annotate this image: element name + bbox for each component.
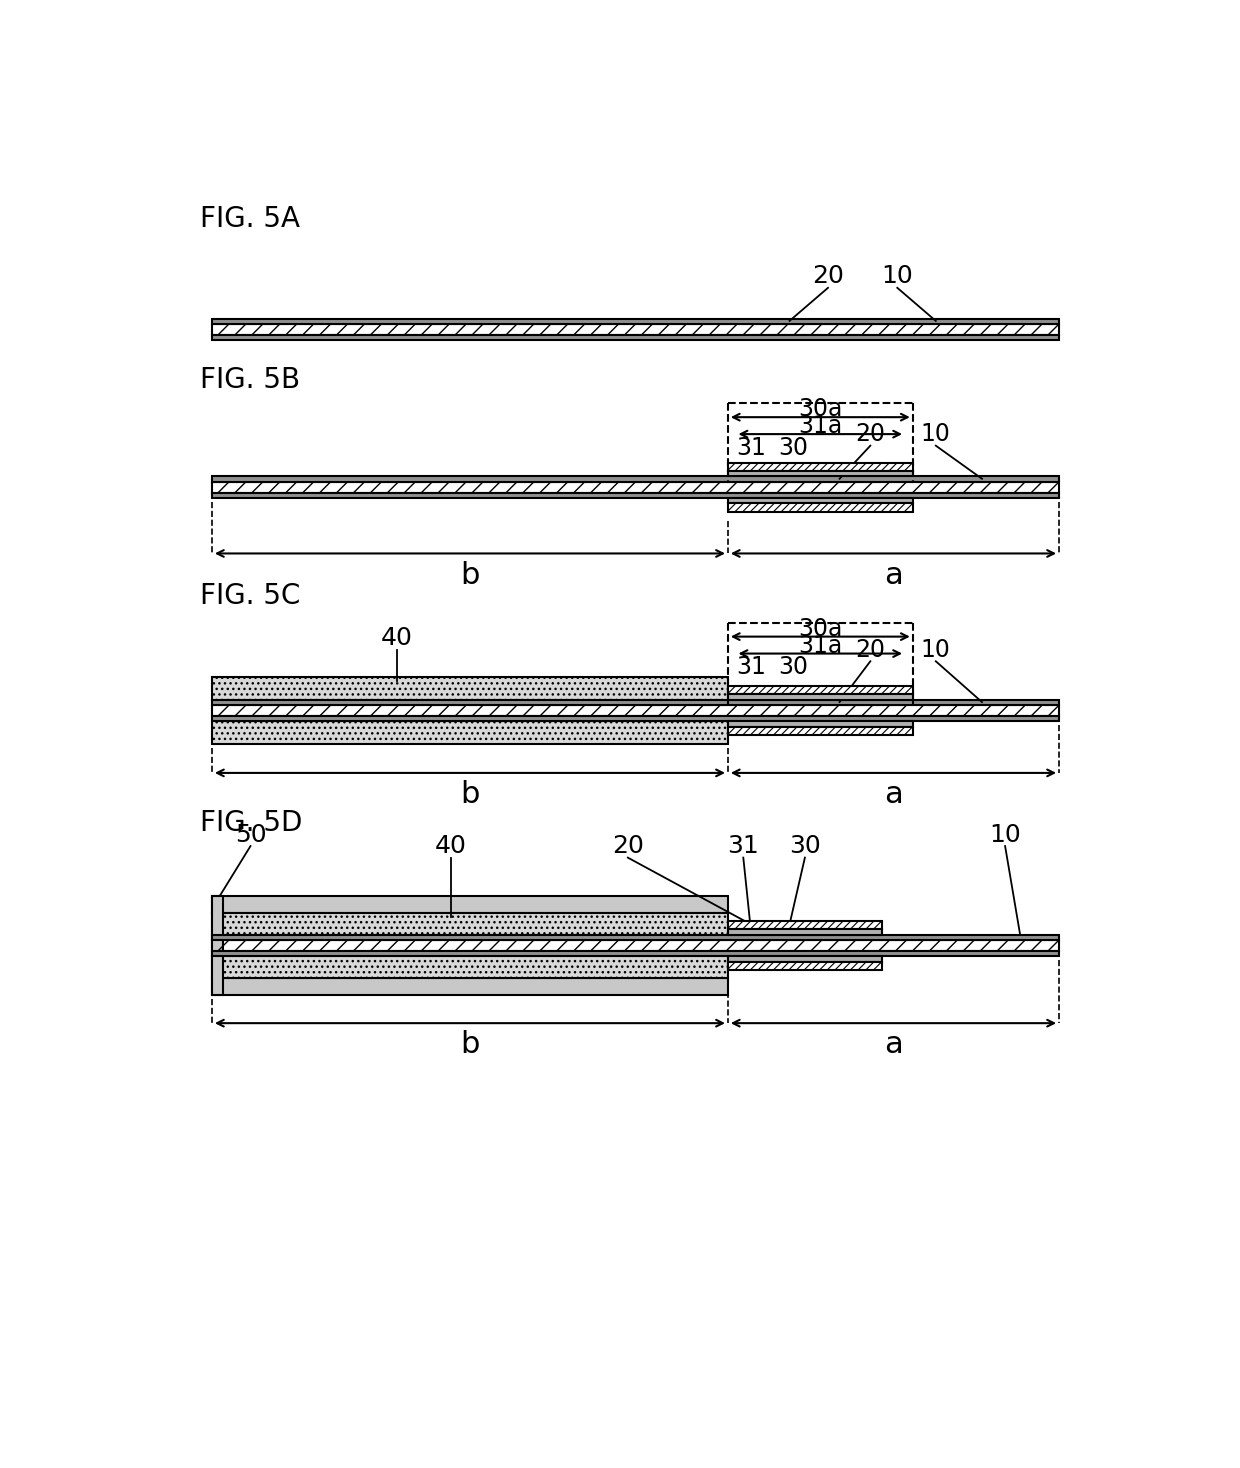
Text: 30a: 30a [799,398,842,421]
Bar [212,493,1059,498]
Bar [728,920,882,929]
Bar [728,471,913,477]
Text: b: b [460,561,480,590]
Bar [212,895,223,995]
Text: 31: 31 [728,834,759,859]
Bar [728,929,882,935]
Bar [212,700,1059,705]
Bar [212,335,1059,341]
Text: FIG. 5B: FIG. 5B [201,366,300,395]
Text: 30: 30 [779,436,808,459]
Bar [728,962,882,970]
Text: 31a: 31a [799,414,842,439]
Text: 10: 10 [921,423,951,446]
Text: b: b [460,780,480,809]
Text: 10: 10 [990,822,1021,847]
Text: 30: 30 [779,655,808,680]
Bar [212,721,728,744]
Text: 40: 40 [381,627,413,650]
Text: a: a [884,1031,903,1060]
Bar [212,895,728,913]
Text: FIG. 5A: FIG. 5A [201,204,300,232]
Bar [212,951,1059,956]
Bar [728,504,913,512]
Bar [728,686,913,694]
Bar [212,705,1059,716]
Bar [212,482,1059,493]
Bar [212,913,728,935]
Bar [728,956,882,962]
Bar [728,721,913,727]
Text: 30a: 30a [799,617,842,642]
Bar [212,935,1059,940]
Bar [212,956,728,978]
Bar [212,716,1059,721]
Text: FIG. 5C: FIG. 5C [201,581,301,609]
Text: 31: 31 [737,655,766,680]
Bar [212,978,728,995]
Bar [212,477,1059,482]
Bar [212,677,728,700]
Text: 40: 40 [435,834,466,859]
Text: a: a [884,780,903,809]
Bar [212,324,1059,335]
Bar [728,498,913,504]
Text: FIG. 5D: FIG. 5D [201,809,303,837]
Text: 31a: 31a [799,634,842,658]
Text: 20: 20 [611,834,644,859]
Text: b: b [460,1031,480,1060]
Text: a: a [884,561,903,590]
Bar [728,462,913,471]
Text: 20: 20 [856,423,885,446]
Bar [728,727,913,735]
Text: 10: 10 [921,637,951,662]
Text: 20: 20 [856,637,885,662]
Text: 30: 30 [789,834,821,859]
Bar [728,694,913,700]
Text: 50: 50 [234,822,267,847]
Text: 20: 20 [812,264,844,288]
Bar [212,319,1059,324]
Text: 10: 10 [882,264,913,288]
Bar [212,940,1059,951]
Text: 31: 31 [737,436,766,459]
